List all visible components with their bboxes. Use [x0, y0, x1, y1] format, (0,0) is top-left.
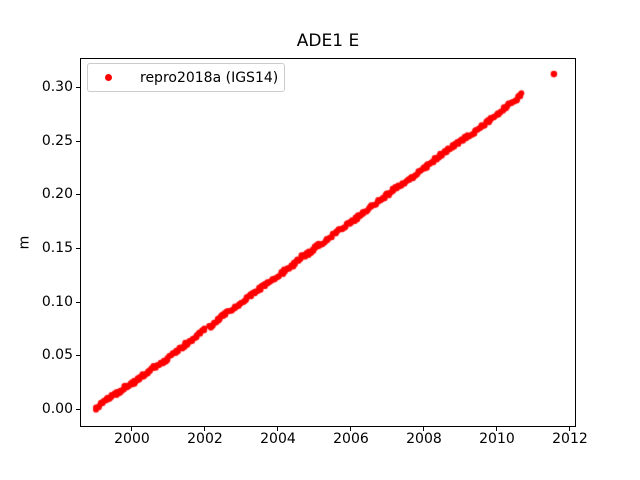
plot-area [80, 58, 576, 427]
x-tick-mark [496, 427, 498, 431]
x-tick-mark [277, 427, 279, 431]
x-tick-label: 2002 [187, 431, 223, 447]
x-tick-label: 2012 [552, 431, 588, 447]
chart-title: ADE1 E [296, 31, 360, 51]
y-tick-label: 0.05 [41, 347, 73, 363]
y-tick-label: 0.15 [41, 239, 73, 256]
y-tick-mark [76, 87, 80, 89]
legend-marker-dot [105, 74, 112, 81]
x-tick-label: 2004 [260, 431, 296, 447]
y-tick-mark [76, 408, 80, 410]
x-tick-mark [131, 427, 133, 431]
x-tick-label: 2008 [406, 431, 442, 447]
legend-label: repro2018a (IGS14) [140, 69, 279, 86]
x-tick-mark [350, 427, 352, 431]
y-tick-mark [76, 247, 80, 249]
y-tick-label: 0.00 [41, 400, 73, 417]
x-tick-mark [204, 427, 206, 431]
x-tick-label: 2000 [114, 431, 150, 447]
legend: repro2018a (IGS14) [87, 63, 285, 92]
y-tick-label: 0.30 [41, 79, 73, 96]
y-tick-label: 0.20 [41, 186, 73, 203]
y-tick-label: 0.25 [41, 132, 73, 149]
x-tick-label: 2006 [333, 431, 369, 447]
y-tick-mark [76, 194, 80, 196]
y-tick-mark [76, 140, 80, 142]
y-tick-label: 0.10 [41, 293, 73, 310]
x-tick-mark [423, 427, 425, 431]
x-tick-mark [569, 427, 571, 431]
y-tick-mark [76, 355, 80, 356]
x-tick-label: 2010 [479, 431, 515, 447]
y-tick-mark [76, 301, 80, 303]
